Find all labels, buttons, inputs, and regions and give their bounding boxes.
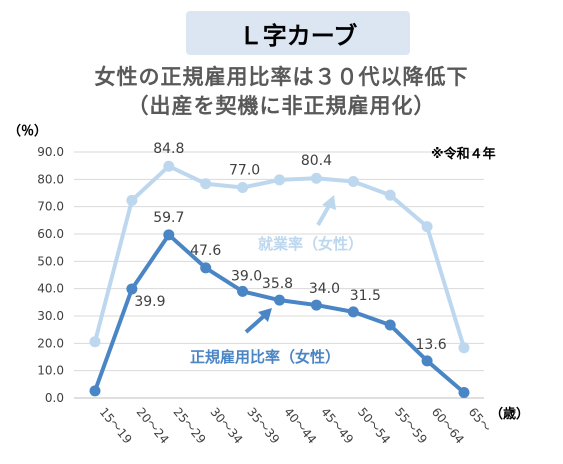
annotation-arrow-head — [322, 195, 336, 210]
data-point — [347, 176, 359, 188]
data-point — [126, 283, 138, 295]
data-point — [458, 387, 470, 399]
data-point — [384, 319, 396, 331]
data-label: 31.5 — [350, 288, 381, 304]
annotation-arrow-head — [258, 308, 272, 322]
data-label: 39.9 — [134, 294, 165, 310]
y-tick-label: 40.0 — [37, 282, 64, 296]
x-axis-unit: （歳） — [490, 406, 529, 422]
y-tick-label: 10.0 — [37, 364, 64, 378]
y-tick-label: 0.0 — [45, 391, 64, 405]
data-point — [126, 194, 138, 206]
data-point — [274, 174, 285, 186]
x-tick-label: 35～39 — [244, 405, 282, 447]
data-point — [384, 189, 396, 201]
data-label: 77.0 — [229, 163, 260, 179]
data-point — [237, 285, 249, 297]
data-label: 47.6 — [190, 243, 221, 259]
data-point — [89, 336, 101, 348]
series-annotation: 就業率（女性） — [258, 235, 363, 253]
data-point — [310, 172, 322, 184]
y-tick-label: 70.0 — [37, 200, 64, 214]
y-tick-label: 80.0 — [37, 172, 64, 186]
y-tick-label: 60.0 — [37, 227, 64, 241]
note-text: ※令和４年 — [431, 146, 496, 162]
data-point — [310, 299, 322, 311]
data-label: 34.0 — [309, 281, 340, 297]
series-annotation: 正規雇用比率（女性） — [190, 348, 340, 366]
y-tick-label: 90.0 — [37, 145, 64, 159]
series-line-0 — [93, 164, 466, 349]
data-label: 13.6 — [416, 337, 447, 353]
data-point — [163, 229, 175, 241]
x-tick-label: 20～24 — [134, 405, 172, 447]
x-tick-label: 50～54 — [355, 405, 393, 447]
series-line-1 — [93, 232, 466, 395]
data-point — [163, 160, 175, 172]
x-tick-label: 55～59 — [392, 405, 430, 447]
data-label: 59.7 — [153, 210, 184, 226]
y-axis-unit: （％） — [8, 123, 47, 139]
annotation-arrow — [316, 203, 332, 226]
y-tick-label: 20.0 — [37, 336, 64, 350]
y-tick-label: 50.0 — [37, 254, 64, 268]
data-point — [347, 306, 359, 318]
data-point — [200, 178, 212, 190]
x-tick-label: 45～49 — [318, 405, 356, 447]
data-point — [89, 385, 101, 397]
data-label: 35.8 — [262, 276, 293, 292]
y-tick-label: 30.0 — [37, 309, 64, 323]
x-tick-label: 15～19 — [97, 405, 135, 447]
x-tick-label: 30～34 — [207, 405, 245, 447]
chart-title-line2: （出産を契機に非正規雇用化） — [127, 94, 436, 118]
data-point — [237, 182, 249, 194]
data-point — [421, 355, 433, 367]
data-label: 39.0 — [231, 268, 262, 284]
x-tick-label: 25～29 — [171, 405, 209, 447]
data-point — [421, 221, 433, 233]
data-point — [200, 262, 212, 274]
chart-badge-title: Ｌ字カーブ — [186, 11, 410, 55]
data-label: 80.4 — [301, 153, 332, 169]
chart-title-line1: 女性の正規雇用比率は３０代以降低下 — [94, 65, 469, 89]
x-tick-label: 40～44 — [281, 405, 319, 447]
annotation-arrow — [244, 314, 266, 334]
data-label: 84.8 — [153, 141, 184, 157]
data-point — [274, 294, 285, 306]
data-point — [458, 342, 470, 354]
x-tick-label: 60～64 — [429, 405, 467, 447]
